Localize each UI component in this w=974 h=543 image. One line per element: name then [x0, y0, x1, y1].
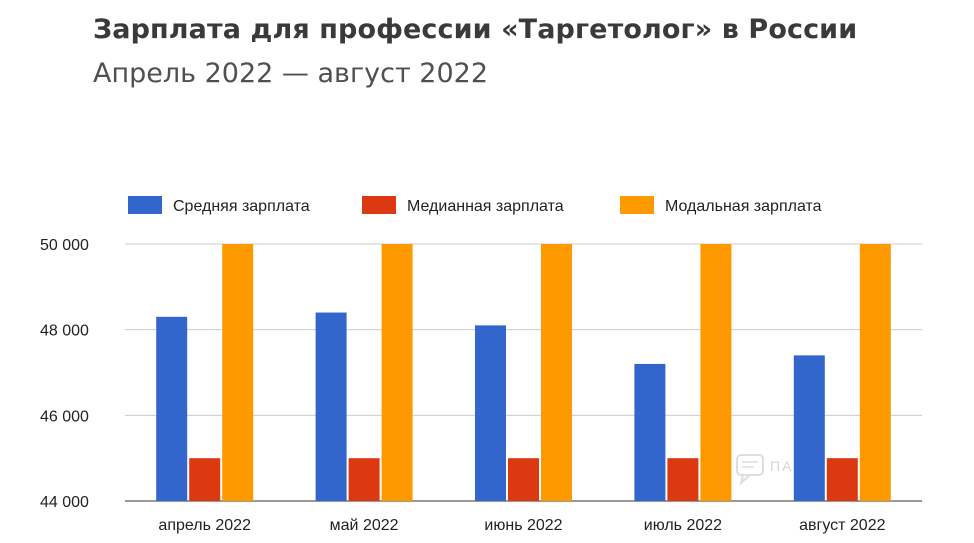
bar-series-2-cat-1	[381, 244, 413, 501]
y-tick-label: 50 000	[40, 237, 89, 254]
chat-bubble-icon	[736, 454, 764, 486]
bar-series-0-cat-0	[156, 316, 188, 501]
bar-series-2-cat-2	[541, 244, 572, 501]
bar-series-1-cat-0	[189, 458, 221, 501]
bar-series-2-cat-4	[859, 244, 891, 501]
bar-series-0-cat-3	[634, 363, 666, 501]
y-tick-label: 48 000	[40, 323, 89, 340]
x-tick-label: май 2022	[330, 517, 399, 534]
legend-label: Средняя зарплата	[173, 198, 310, 215]
bar-series-0-cat-4	[793, 355, 825, 501]
x-tick-label: август 2022	[799, 517, 886, 534]
chart-subtitle: Апрель 2022 — август 2022	[93, 58, 488, 89]
y-tick-label: 46 000	[40, 408, 89, 425]
legend-swatch	[362, 196, 396, 214]
bar-series-1-cat-2	[508, 458, 539, 501]
x-tick-label: июль 2022	[644, 517, 722, 534]
legend-swatch	[128, 196, 162, 214]
bar-series-1-cat-3	[667, 458, 699, 501]
bar-series-2-cat-3	[700, 244, 732, 501]
x-tick-label: июнь 2022	[484, 517, 562, 534]
bar-series-0-cat-1	[315, 312, 347, 501]
legend-swatch	[620, 196, 654, 214]
bar-series-1-cat-4	[826, 458, 858, 501]
bar-series-0-cat-2	[475, 325, 506, 501]
chart-title: Зарплата для профессии «Таргетолог» в Ро…	[93, 14, 858, 45]
bar-series-2-cat-0	[222, 244, 254, 501]
legend-label: Медианная зарплата	[407, 198, 564, 215]
bar-series-1-cat-1	[348, 458, 380, 501]
y-tick-label: 44 000	[40, 494, 89, 511]
x-tick-label: апрель 2022	[158, 517, 251, 534]
legend-label: Модальная зарплата	[665, 198, 822, 215]
